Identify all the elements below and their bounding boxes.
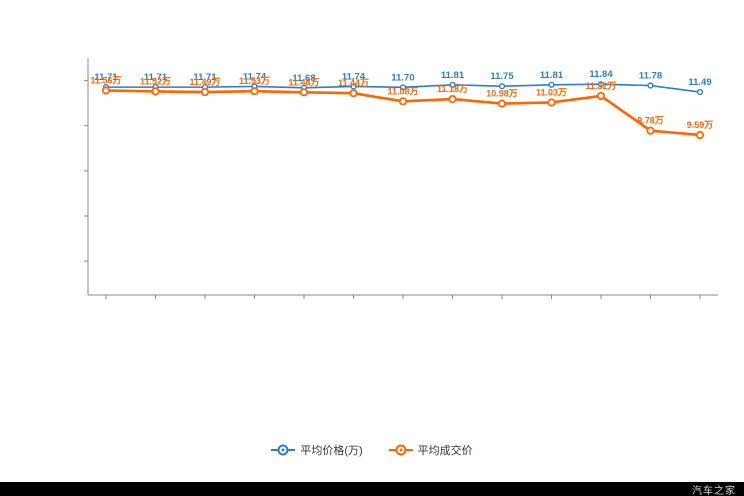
svg-text:9.78万: 9.78万 [637,116,664,126]
svg-text:11.08万: 11.08万 [387,86,418,96]
svg-text:11.49: 11.49 [688,77,711,88]
svg-text:11.84: 11.84 [589,69,613,80]
svg-text:11.71: 11.71 [94,72,118,83]
legend-item-average-deal-price[interactable]: 平均成交价 [388,442,473,458]
legend-label-average-price: 平均价格(万) [300,445,363,457]
svg-text:11.56万: 11.56万 [90,76,121,86]
svg-text:11.81: 11.81 [540,70,564,81]
svg-text:11.74: 11.74 [243,71,267,82]
legend-item-average-price[interactable]: 平均价格(万) [271,442,363,458]
svg-text:10.98万: 10.98万 [486,89,518,99]
svg-text:11.49万: 11.49万 [189,77,220,87]
svg-text:9.59万: 9.59万 [687,120,714,130]
svg-text:11.18万: 11.18万 [437,84,468,94]
svg-text:11.48万: 11.48万 [288,77,319,87]
svg-text:11.81: 11.81 [441,70,465,81]
blue-line-marker-icon [271,444,296,456]
svg-text:11.71: 11.71 [193,72,217,83]
price-trend-chart: 11.71 11.71 11.71 11.74 11.68 11.74 11.70 11.81… [84,58,718,299]
svg-text:11.68: 11.68 [292,73,315,84]
svg-text:11.75: 11.75 [490,71,514,82]
watermark-text: 汽车之家 [692,485,736,496]
svg-text:11.71: 11.71 [144,72,168,83]
svg-text:11.74: 11.74 [342,71,366,82]
watermark-bar: 汽车之家 [0,482,744,496]
svg-text:11.32万: 11.32万 [585,81,616,91]
orange-line-marker-icon [388,444,413,456]
svg-text:11.78: 11.78 [639,71,662,82]
svg-text:11.44万: 11.44万 [338,78,369,88]
svg-text:11.03万: 11.03万 [536,87,567,97]
chart-legend: 平均价格(万) 平均成交价 [0,442,744,458]
legend-label-average-deal-price: 平均成交价 [417,445,473,457]
svg-text:11.70: 11.70 [391,72,414,83]
svg-text:11.52万: 11.52万 [140,76,171,86]
svg-text:11.53万: 11.53万 [239,76,270,86]
